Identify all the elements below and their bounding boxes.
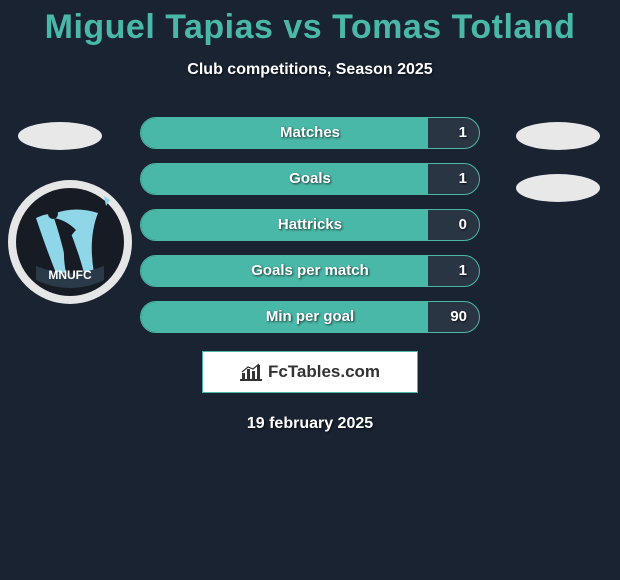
brand-name: FcTables.com — [268, 362, 380, 382]
club-badge: MNUFC — [6, 178, 134, 306]
date-text: 19 february 2025 — [0, 415, 620, 433]
stat-label: Hattricks — [141, 210, 479, 240]
stat-row-matches: Matches 1 — [140, 117, 480, 149]
stat-value: 1 — [459, 164, 467, 194]
stat-row-min-per-goal: Min per goal 90 — [140, 301, 480, 333]
stat-value: 0 — [459, 210, 467, 240]
club-badge-text: MNUFC — [48, 268, 92, 282]
stat-label: Goals per match — [141, 256, 479, 286]
stat-label: Matches — [141, 118, 479, 148]
subtitle: Club competitions, Season 2025 — [0, 61, 620, 79]
stat-row-goals-per-match: Goals per match 1 — [140, 255, 480, 287]
stats-container: Matches 1 Goals 1 Hattricks 0 Goals per … — [140, 117, 480, 333]
page-title: Miguel Tapias vs Tomas Totland — [0, 0, 620, 47]
stat-value: 90 — [450, 302, 467, 332]
stat-value: 1 — [459, 118, 467, 148]
stat-label: Min per goal — [141, 302, 479, 332]
player-photo-right-1 — [516, 122, 600, 150]
brand-logo[interactable]: FcTables.com — [202, 351, 418, 393]
stat-value: 1 — [459, 256, 467, 286]
player-photo-right-2 — [516, 174, 600, 202]
stat-row-goals: Goals 1 — [140, 163, 480, 195]
stat-label: Goals — [141, 164, 479, 194]
bar-chart-icon — [240, 363, 262, 381]
stat-row-hattricks: Hattricks 0 — [140, 209, 480, 241]
player-photo-left — [18, 122, 102, 150]
